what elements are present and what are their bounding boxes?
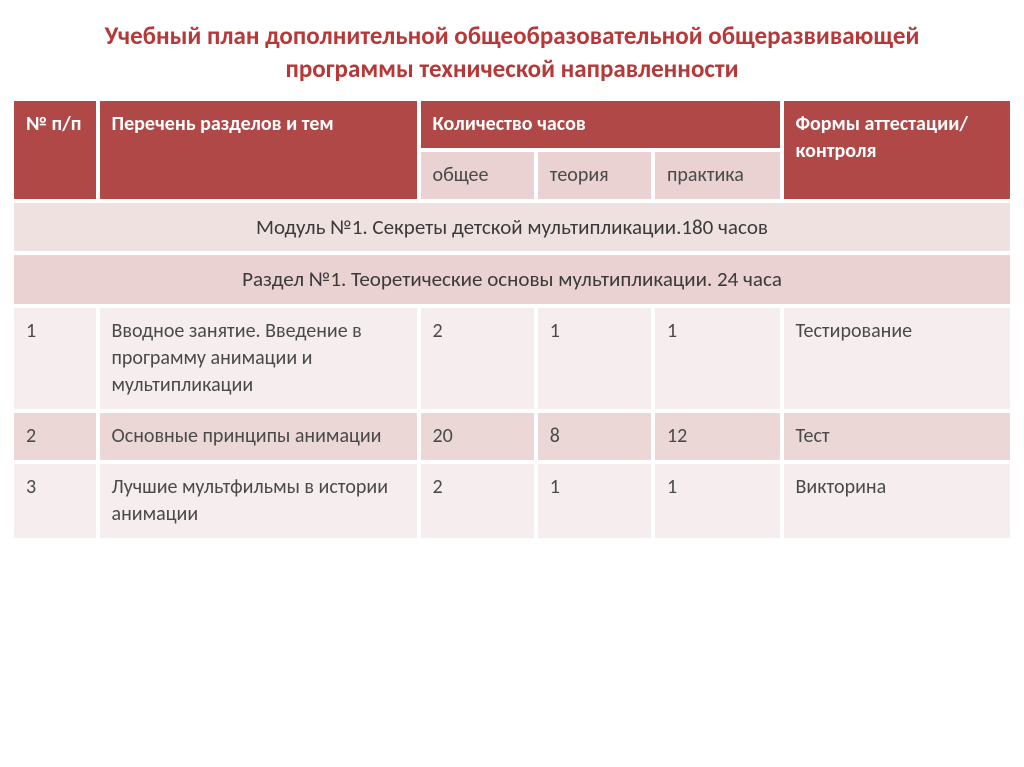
- cell-form: Викторина: [784, 464, 1010, 538]
- table-row: 2 Основные принципы анимации 20 8 12 Тес…: [14, 413, 1010, 460]
- cell-total: 2: [421, 464, 534, 538]
- cell-total: 2: [421, 308, 534, 409]
- page-title: Учебный план дополнительной общеобразова…: [10, 20, 1014, 85]
- header-sections: Перечень разделов и тем: [100, 101, 417, 199]
- cell-name: Вводное занятие. Введение в программу ан…: [100, 308, 417, 409]
- subheader-total: общее: [421, 152, 534, 199]
- module-row-text: Модуль №1. Секреты детской мультипликаци…: [14, 203, 1010, 251]
- cell-practice: 12: [655, 413, 780, 460]
- cell-total: 20: [421, 413, 534, 460]
- cell-theory: 1: [538, 308, 651, 409]
- subheader-theory: теория: [538, 152, 651, 199]
- cell-form: Тест: [784, 413, 1010, 460]
- cell-theory: 1: [538, 464, 651, 538]
- curriculum-table: № п/п Перечень разделов и тем Количество…: [10, 97, 1014, 542]
- table-row: 1 Вводное занятие. Введение в программу …: [14, 308, 1010, 409]
- cell-name: Лучшие мультфильмы в истории анимации: [100, 464, 417, 538]
- cell-name: Основные принципы анимации: [100, 413, 417, 460]
- table-row: 3 Лучшие мультфильмы в истории анимации …: [14, 464, 1010, 538]
- module-row: Модуль №1. Секреты детской мультипликаци…: [14, 203, 1010, 251]
- section-row-text: Раздел №1. Теоретические основы мультипл…: [14, 255, 1010, 303]
- cell-practice: 1: [655, 464, 780, 538]
- cell-num: 3: [14, 464, 96, 538]
- header-forms: Формы аттестации/контроля: [784, 101, 1010, 199]
- cell-form: Тестирование: [784, 308, 1010, 409]
- section-row: Раздел №1. Теоретические основы мультипл…: [14, 255, 1010, 303]
- cell-theory: 8: [538, 413, 651, 460]
- cell-num: 1: [14, 308, 96, 409]
- cell-practice: 1: [655, 308, 780, 409]
- header-num: № п/п: [14, 101, 96, 199]
- header-hours: Количество часов: [421, 101, 780, 148]
- subheader-practice: практика: [655, 152, 780, 199]
- cell-num: 2: [14, 413, 96, 460]
